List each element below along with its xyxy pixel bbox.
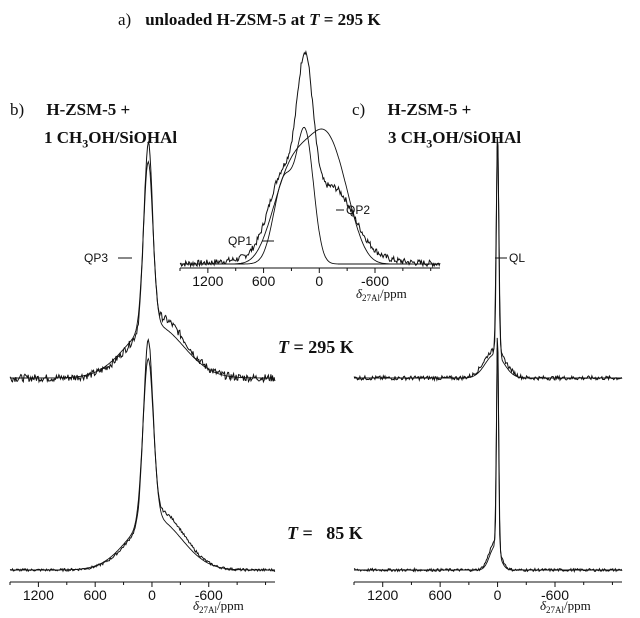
panel-c-x-axis-label: δ27Al/ppm: [540, 598, 591, 615]
panel-b-295k-fit: [10, 160, 275, 379]
panel-c-85k-experimental: [353, 337, 623, 574]
x-tick-label: 1200: [192, 273, 223, 289]
panel-b-plot: 1200 600 0 -600 QP3 δ27Al/ppm: [9, 140, 276, 615]
panel-b-x-axis-delta: δ: [193, 598, 200, 613]
x-tick-label: 0: [315, 273, 323, 289]
x-tick-label: -600: [361, 273, 389, 289]
panel-b-line2: 1 CH3OH/SiOHAl: [44, 128, 177, 151]
ql-label: QL: [509, 251, 525, 265]
panel-a-x-axis-unit: /ppm: [380, 286, 407, 301]
panel-c-x-axis-unit: /ppm: [564, 598, 591, 613]
panel-c-line1: H-ZSM-5 +: [387, 100, 472, 119]
panel-b-x-axis-unit: /ppm: [217, 598, 244, 613]
panel-b-label: b) H-ZSM-5 +: [10, 100, 130, 120]
panel-c-x-axis-delta: δ: [540, 598, 547, 613]
panel-b-85k-fit: [10, 357, 275, 571]
panel-a-x-axis-label: δ27Al/ppm: [356, 286, 407, 303]
panel-c-295k-fit: [354, 146, 622, 379]
panel-c-line2-sub: 3: [426, 136, 433, 151]
x-tick-label: 600: [83, 587, 107, 603]
temp-t-symbol-85: T: [287, 523, 298, 543]
temp-label-295: T = 295 K: [278, 337, 354, 358]
panel-c-line2-pre: 3 CH: [388, 128, 427, 147]
panel-b-line2-sub: 3: [82, 136, 89, 151]
panel-b-letter: b): [10, 100, 25, 119]
temp-t-symbol-295: T: [278, 337, 289, 357]
panel-a-fit-qp2: [180, 128, 440, 265]
panel-b-line2-post: OH/SiOHAl: [88, 128, 178, 147]
figure-title: a) unloaded H-ZSM-5 at T = 295 K: [118, 10, 381, 30]
x-tick-label: 600: [428, 587, 452, 603]
title-text-post: = 295 K: [319, 10, 381, 29]
panel-c-line2: 3 CH3OH/SiOHAl: [388, 128, 521, 151]
panel-c-85k-fit: [354, 347, 622, 571]
panel-a-letter: a): [118, 10, 132, 29]
panel-b-ticks: 1200 600 0 -600: [9, 582, 267, 603]
panel-a-x-axis-delta: δ: [356, 286, 363, 301]
panel-c-plot: 1200 600 0 -600 QL δ27Al/ppm: [353, 137, 623, 615]
panel-b-line2-pre: 1 CH: [44, 128, 83, 147]
temp-value-295: = 295 K: [289, 337, 354, 357]
x-tick-label: 1200: [23, 587, 54, 603]
panel-c-295k-experimental: [353, 137, 623, 382]
panel-c-ticks: 1200 600 0 -600: [353, 582, 613, 603]
x-tick-label: 0: [148, 587, 156, 603]
x-tick-label: -600: [195, 587, 223, 603]
panel-a-ticks: 1200 600 0 -600: [179, 268, 432, 289]
panel-a-fit-qp1: [180, 126, 440, 265]
panel-a-plot: 1200 600 0 -600 QP1 QP2 δ27Al/ppm: [179, 50, 441, 303]
x-tick-label: 1200: [367, 587, 398, 603]
x-tick-label: 0: [494, 587, 502, 603]
panel-c-x-axis-sub: 27Al: [546, 605, 564, 615]
panel-c-label: c) H-ZSM-5 +: [352, 100, 471, 120]
panel-a-x-axis-sub: 27Al: [362, 293, 380, 303]
qp3-label: QP3: [84, 251, 108, 265]
title-text-pre: unloaded H-ZSM-5 at: [145, 10, 310, 29]
panel-c-line2-post: OH/SiOHAl: [432, 128, 522, 147]
panel-b-line1: H-ZSM-5 +: [46, 100, 131, 119]
panel-c-letter: c): [352, 100, 366, 119]
temp-value-85: = 85 K: [298, 523, 363, 543]
title-t-symbol: T: [309, 10, 320, 29]
x-tick-label: 600: [252, 273, 276, 289]
panel-b-85k-experimental: [9, 337, 276, 573]
panel-b-x-axis-sub: 27Al: [199, 605, 217, 615]
qp2-label: QP2: [346, 203, 370, 217]
panel-b-x-axis-label: δ27Al/ppm: [193, 598, 244, 615]
panel-b-295k-experimental: [9, 140, 276, 384]
qp1-label: QP1: [228, 234, 252, 248]
temp-label-85: T = 85 K: [278, 502, 363, 544]
x-tick-label: -600: [541, 587, 569, 603]
panel-a-experimental-spectrum: [179, 50, 441, 269]
